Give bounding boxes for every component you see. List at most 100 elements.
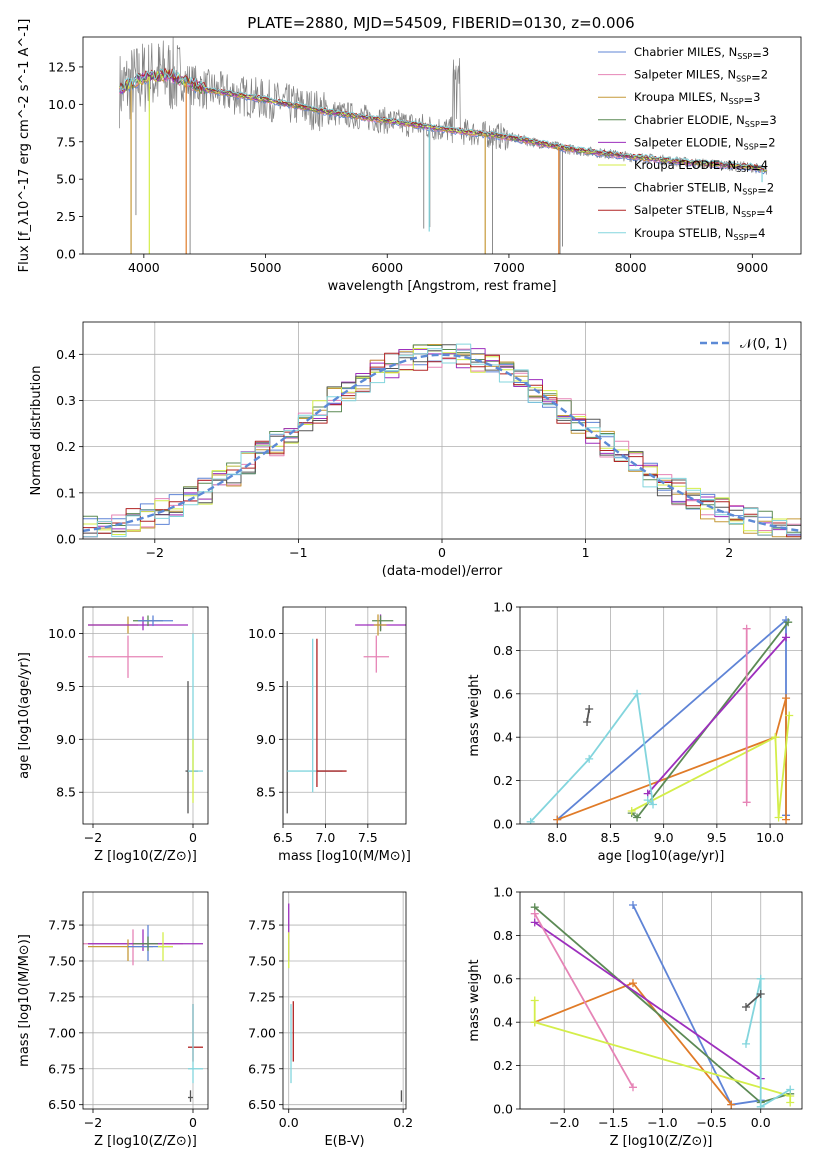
- legend-nssp: 4: [758, 226, 765, 240]
- y-axis-label: mass weight: [467, 674, 482, 756]
- legend-entry: Kroupa MILES, NSSP=3: [634, 90, 761, 107]
- chart-weight_vs_age: 8.0 8.5 9.0 9.5 10.0 0.0 0.2 0.4 0.6 0.8 1.0 age [l…: [467, 600, 803, 864]
- x-axis-label: age [log10(age/yr)]: [598, 849, 725, 864]
- data-point: [585, 754, 594, 763]
- chart-weight_vs_Z: −2.0 −1.5 −1.0 −0.5 0.0 0.0 0.2 0.4 0.6 0.8 1.0 Z […: [467, 885, 803, 1149]
- y-tick-label: 5.0: [56, 172, 76, 187]
- y-tick-label: 7.75: [248, 918, 276, 933]
- data-point: [782, 694, 791, 703]
- ticks-weight_vs_age: 8.0 8.5 9.0 9.5 10.0 0.0 0.2 0.4 0.6 0.8 1.0: [493, 600, 802, 845]
- y-tick-label: 10.0: [48, 626, 76, 641]
- legend-nssp: 2: [768, 135, 775, 149]
- axes-frame: [519, 891, 803, 1110]
- data-point: [784, 618, 793, 627]
- legend-subscript: SSP: [741, 210, 756, 219]
- series-line: [631, 715, 791, 819]
- spectrum-legend: Chabrier MILES, NSSP=3 Salpeter MILES, NS…: [598, 45, 777, 243]
- series-line: [631, 621, 789, 819]
- x-tick-label: 8000: [615, 260, 647, 275]
- y-tick-label: 0.0: [493, 817, 513, 832]
- data-point: [786, 1085, 795, 1094]
- y-tick-label: 10.0: [248, 626, 276, 641]
- data-point: [785, 711, 794, 720]
- y-tick-label: 0.6: [493, 686, 513, 701]
- ticks-age_vs_mass: 6.5 7.0 7.5 8.5 9.0 9.5 10.0: [248, 607, 406, 845]
- x-tick-label: −2.0: [549, 1115, 579, 1130]
- x-axis-label: mass [log10(M/M⊙)]: [278, 849, 411, 864]
- data-point: [786, 1098, 795, 1107]
- model-spectrum-line: [119, 71, 767, 171]
- y-axis-label: mass [log10(M/M⊙)]: [17, 934, 32, 1067]
- y-tick-label: 0.0: [493, 1102, 513, 1117]
- y-tick-label: 12.5: [48, 59, 76, 74]
- x-tick-label: 2: [725, 545, 733, 560]
- legend-entry: Chabrier MILES, NSSP=3: [634, 45, 769, 62]
- y-tick-label: 0.6: [493, 971, 513, 986]
- chart-residuals: −2 −1 0 1 2 0.0 0.1 0.2 0.3 0.4 (data-model)/error…: [29, 321, 802, 579]
- y-tick-label: 10.0: [48, 97, 76, 112]
- series-line: [534, 921, 762, 1080]
- legend-equals: =: [757, 184, 767, 198]
- legend-entry: 𝒩(0, 1): [740, 337, 787, 352]
- plot-area-age_vs_mass: [286, 614, 406, 814]
- axes-frame: [82, 891, 209, 1110]
- y-tick-label: 7.25: [48, 989, 76, 1004]
- y-tick-label: 2.5: [56, 209, 76, 224]
- x-tick-label: 9000: [736, 260, 768, 275]
- data-point: [633, 813, 642, 822]
- axes-frame: [82, 36, 802, 255]
- legend-equals: =: [756, 206, 766, 220]
- ticks-mass_vs_ebv: 0.0 0.2 6.50 6.75 7.00 7.25 7.50 7.75: [248, 892, 413, 1130]
- y-tick-label: 7.75: [48, 918, 76, 933]
- y-tick-label: 7.00: [248, 1025, 276, 1040]
- y-tick-label: 0.4: [56, 347, 76, 362]
- data-point: [756, 1102, 765, 1109]
- x-tick-label: 5000: [250, 260, 282, 275]
- data-point: [585, 704, 594, 713]
- y-tick-label: 0.2: [493, 1058, 513, 1073]
- data-point: [553, 815, 562, 824]
- chart-mass_vs_ebv: 0.0 0.2 6.50 6.75 7.00 7.25 7.50 7.75 E(B-V): [248, 891, 413, 1149]
- x-tick-label: 0: [189, 830, 197, 845]
- data-point: [530, 1018, 539, 1027]
- legend-entry: Salpeter ELODIE, NSSP=2: [634, 135, 776, 152]
- x-tick-label: 0.0: [279, 1115, 299, 1130]
- data-point: [771, 733, 780, 742]
- axes-frame: [519, 606, 803, 825]
- data-point: [782, 633, 791, 642]
- data-point: [633, 689, 642, 698]
- legend-model-name: Salpeter ELODIE, N: [634, 135, 744, 149]
- series-line: [745, 977, 791, 1108]
- plot-area-age_vs_Z: [88, 615, 203, 814]
- x-tick-label: 0: [189, 1115, 197, 1130]
- x-tick-label: 7.5: [358, 830, 378, 845]
- legend-nssp: 2: [767, 181, 774, 195]
- y-axis-label: age [log10(age/yr)]: [17, 652, 32, 779]
- legend-nssp: 3: [753, 90, 760, 104]
- data-point: [774, 813, 783, 822]
- y-tick-label: 0.8: [493, 643, 513, 658]
- data-point: [530, 996, 539, 1005]
- legend-entry: Salpeter MILES, NSSP=2: [634, 68, 768, 85]
- ticks-residuals: −2 −1 0 1 2 0.0 0.1 0.2 0.3 0.4: [56, 322, 801, 560]
- x-tick-label: 4000: [128, 260, 160, 275]
- ticks-mass_vs_Z: −2 0 6.50 6.75 7.00 7.25 7.50 7.75: [48, 892, 208, 1130]
- plot-area-mass_vs_ebv: [288, 903, 403, 1102]
- x-axis-label: Z [log10(Z/Z⊙)]: [94, 1134, 197, 1149]
- legend-subscript: SSP: [736, 165, 751, 174]
- data-point: [628, 1083, 637, 1092]
- axes-frame: [82, 606, 209, 825]
- x-axis-label: Z [log10(Z/Z⊙)]: [94, 849, 197, 864]
- x-tick-label: 0.0: [751, 1115, 771, 1130]
- x-tick-label: 9.0: [654, 830, 674, 845]
- legend-entry: Kroupa STELIB, NSSP=4: [634, 226, 766, 243]
- chart-age_vs_mass: 6.5 7.0 7.5 8.5 9.0 9.5 10.0 mass [log10(M/M⊙)]: [248, 606, 411, 864]
- data-point: [741, 1039, 750, 1048]
- series-line: [533, 913, 634, 1088]
- y-tick-label: 0.3: [56, 393, 76, 408]
- y-axis-label: Normed distribution: [29, 366, 44, 496]
- legend-subscript: SSP: [742, 188, 757, 197]
- y-tick-label: 0.4: [493, 1015, 513, 1030]
- x-tick-label: 8.5: [601, 830, 621, 845]
